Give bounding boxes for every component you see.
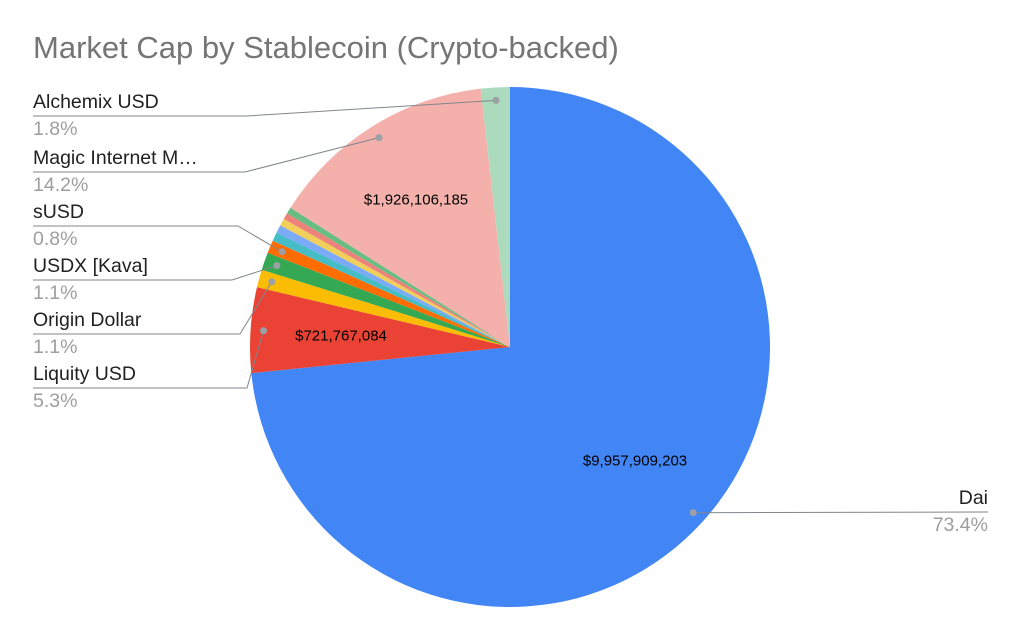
pie-slice-susd[interactable]	[267, 240, 510, 347]
callout-line	[33, 99, 497, 117]
pie-slice-small-8[interactable]	[283, 213, 510, 347]
callout-label-usdx-kava: USDX [Kava]	[33, 255, 148, 277]
pie-slice-magic-internet-m[interactable]	[290, 88, 510, 347]
callout-dai: Dai 73.4%	[933, 485, 988, 539]
callout-line	[33, 281, 273, 335]
callout-dot	[492, 96, 500, 104]
pie-slice-small-9[interactable]	[287, 207, 510, 347]
callout-label-susd: sUSD	[33, 201, 84, 223]
callout-pct-liquity-usd: 5.3%	[33, 390, 78, 412]
pie-slice-small-5[interactable]	[272, 232, 510, 347]
chart-title: Market Cap by Stablecoin (Crypto-backed)	[33, 30, 619, 65]
callout-dot	[689, 509, 697, 517]
callout-line	[33, 137, 380, 173]
callout-line	[693, 511, 989, 514]
callout-origin-dollar: Origin Dollar 1.1%	[33, 307, 141, 361]
callout-dot	[260, 327, 267, 335]
callout-pct-magic-internet-money: 14.2%	[33, 174, 89, 196]
pie-slice-dai[interactable]	[251, 87, 770, 607]
slice-value-label-magic-internet-money: $1,926,106,185	[363, 191, 469, 209]
callout-label-liquity-usd: Liquity USD	[33, 363, 136, 385]
callout-label-dai: Dai	[958, 487, 988, 509]
callout-line	[33, 225, 283, 253]
callout-dot	[273, 262, 281, 269]
callout-pct-susd: 0.8%	[33, 228, 78, 250]
callout-pct-dai: 73.4%	[932, 514, 988, 536]
callout-alchemix-usd: Alchemix USD 1.8%	[33, 89, 159, 143]
callout-pct-origin-dollar: 1.1%	[33, 336, 78, 358]
callout-pct-usdx-kava: 1.1%	[33, 282, 78, 304]
pie-slice-usdx-kava[interactable]	[261, 252, 510, 347]
callout-line	[33, 265, 277, 281]
callout-line	[33, 330, 264, 389]
callout-magic-internet-money: Magic Internet M… 14.2%	[33, 145, 198, 199]
callout-liquity-usd: Liquity USD 5.3%	[33, 361, 136, 415]
pie-slice-alchemix-usd[interactable]	[480, 86, 510, 347]
slice-value-label-liquity-usd: $721,767,084	[295, 327, 387, 345]
callout-label-origin-dollar: Origin Dollar	[33, 309, 142, 331]
callout-usdx-kava: USDX [Kava] 1.1%	[33, 253, 148, 307]
callout-dot	[375, 134, 383, 142]
pie-slice-small-6[interactable]	[276, 225, 510, 347]
callout-label-magic-internet-money: Magic Internet M…	[33, 147, 198, 169]
callout-dot	[278, 248, 286, 256]
callout-dot	[268, 278, 276, 286]
callout-susd: sUSD 0.8%	[33, 199, 84, 253]
callout-pct-alchemix-usd: 1.8%	[33, 118, 78, 140]
pie-slice-small-7[interactable]	[280, 218, 510, 347]
pie-slice-liquity-usd[interactable]	[249, 287, 510, 374]
slice-value-label-dai: $9,957,909,203	[582, 452, 688, 470]
callout-label-alchemix-usd: Alchemix USD	[33, 91, 159, 113]
pie-slice-origin-dollar[interactable]	[256, 269, 510, 347]
